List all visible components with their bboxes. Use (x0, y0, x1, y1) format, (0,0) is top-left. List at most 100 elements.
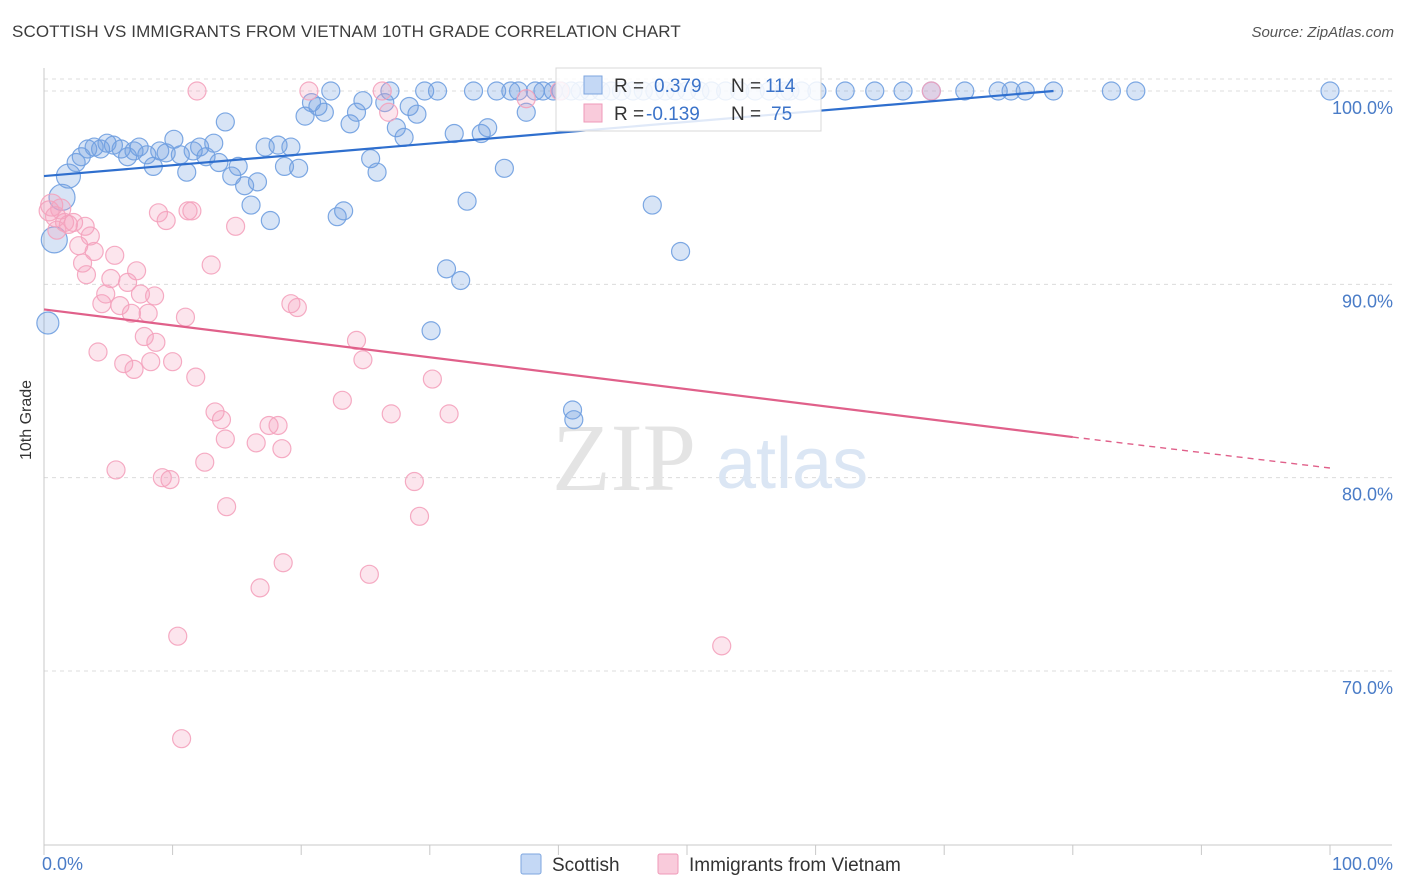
stats-swatch-vietnam (583, 103, 603, 123)
scottish-point (955, 81, 975, 101)
scottish-point (835, 81, 855, 101)
scottish-point (66, 152, 86, 173)
vietnam-point (211, 410, 232, 430)
vietnam-point (124, 359, 144, 379)
trend-layer (43, 89, 1331, 469)
scottish-point (367, 162, 387, 182)
scottish-point (421, 321, 441, 341)
vietnam-point (75, 216, 95, 236)
vietnam-point (168, 626, 188, 646)
scottish-point (478, 118, 498, 138)
vietnam-point (379, 102, 399, 122)
legend-swatch-scottish[interactable] (520, 853, 542, 875)
scottish-point (36, 311, 60, 335)
scottish-point (177, 162, 197, 182)
stats-r-value-vietnam: -0.139 (646, 104, 700, 125)
vietnam-point (156, 210, 176, 231)
scottish-point (346, 102, 367, 122)
scottish-point (281, 137, 301, 157)
scottish-point (394, 127, 414, 147)
vietnam-point (287, 297, 307, 318)
vietnam-point (146, 332, 166, 352)
stats-box: R = 0.379 N = 114 R = -0.139 N = 75 (555, 67, 822, 132)
vietnam-point (201, 255, 221, 275)
vietnam-point (160, 470, 180, 490)
scottish-point (642, 195, 662, 215)
vietnam-point (152, 468, 172, 488)
trend-line-vietnam-extension (1072, 436, 1331, 469)
scottish-point (1101, 81, 1121, 101)
vietnam-point (105, 245, 125, 265)
scottish-point (222, 166, 242, 186)
vietnam-point (121, 303, 142, 323)
vietnam-point (114, 354, 134, 374)
vietnam-point (215, 429, 235, 449)
scottish-point (124, 141, 144, 161)
stats-r-value-scottish: 0.379 (654, 76, 702, 97)
legend-label-vietnam[interactable]: Immigrants from Vietnam (689, 855, 901, 876)
scottish-point (427, 81, 448, 101)
scottish-point (386, 118, 406, 138)
scottish-point (340, 114, 360, 134)
legend-label-scottish[interactable]: Scottish (552, 855, 620, 876)
legend: Scottish Immigrants from Vietnam (520, 853, 901, 876)
y-tick-label: 80.0% (1342, 485, 1393, 505)
stats-r-label-scottish: R = (614, 76, 644, 97)
vietnam-point (268, 415, 288, 436)
scottish-point (137, 145, 157, 165)
scottish-point (399, 96, 419, 117)
source-label: Source: ZipAtlas.com (1251, 24, 1394, 41)
scottish-point (228, 156, 248, 176)
scottish-point (274, 156, 295, 176)
scottish-point (247, 172, 268, 192)
vietnam-point (422, 369, 442, 389)
vietnam-point (187, 81, 207, 101)
scottish-point (564, 410, 584, 430)
vietnam-point (250, 578, 270, 598)
vietnam-point (163, 352, 183, 372)
vietnam-point (226, 216, 246, 236)
vietnam-point (80, 226, 100, 246)
scottish-point (407, 104, 427, 124)
vietnam-point (246, 433, 266, 453)
vietnam-point (346, 330, 367, 350)
scottish-point (501, 81, 521, 101)
stats-n-label-vietnam: N = (731, 104, 761, 125)
vietnam-point (84, 241, 104, 262)
vietnam-point (144, 286, 165, 306)
scottish-point (129, 137, 149, 157)
vietnam-point (126, 261, 147, 281)
scottish-point (463, 81, 484, 101)
vietnam-point (138, 303, 158, 323)
watermark-atlas: atlas (716, 424, 868, 504)
vietnam-point (273, 553, 293, 573)
vietnam-point (130, 284, 151, 304)
scottish-point (516, 102, 536, 122)
vietnam-point (439, 404, 459, 424)
trend-line-scottish (43, 89, 1054, 178)
scottish-point (508, 81, 529, 101)
scottish-point (494, 158, 514, 178)
vietnam-point (359, 564, 379, 584)
stats-swatch-scottish (583, 75, 603, 95)
scottish-point (314, 102, 334, 122)
vietnam-point (921, 81, 941, 101)
scottish-point (375, 92, 395, 113)
scottish-point (215, 112, 235, 132)
vietnam-point (353, 350, 373, 370)
vietnam-point (101, 268, 121, 289)
vietnam-point (141, 352, 161, 372)
x-tick-label-max: 100.0% (1332, 854, 1393, 874)
vietnam-point (381, 404, 401, 424)
stats-r-label-vietnam: R = (614, 104, 644, 125)
scottish-point (457, 191, 477, 211)
scottish-point (260, 210, 280, 231)
scottish-point (235, 176, 255, 196)
vietnam-point (372, 81, 392, 101)
scottish-point (893, 81, 913, 101)
legend-swatch-vietnam[interactable] (657, 853, 679, 875)
scottish-point (865, 81, 885, 101)
vietnam-point (134, 326, 154, 347)
vietnam-point (404, 471, 424, 492)
vietnam-point (272, 439, 292, 459)
